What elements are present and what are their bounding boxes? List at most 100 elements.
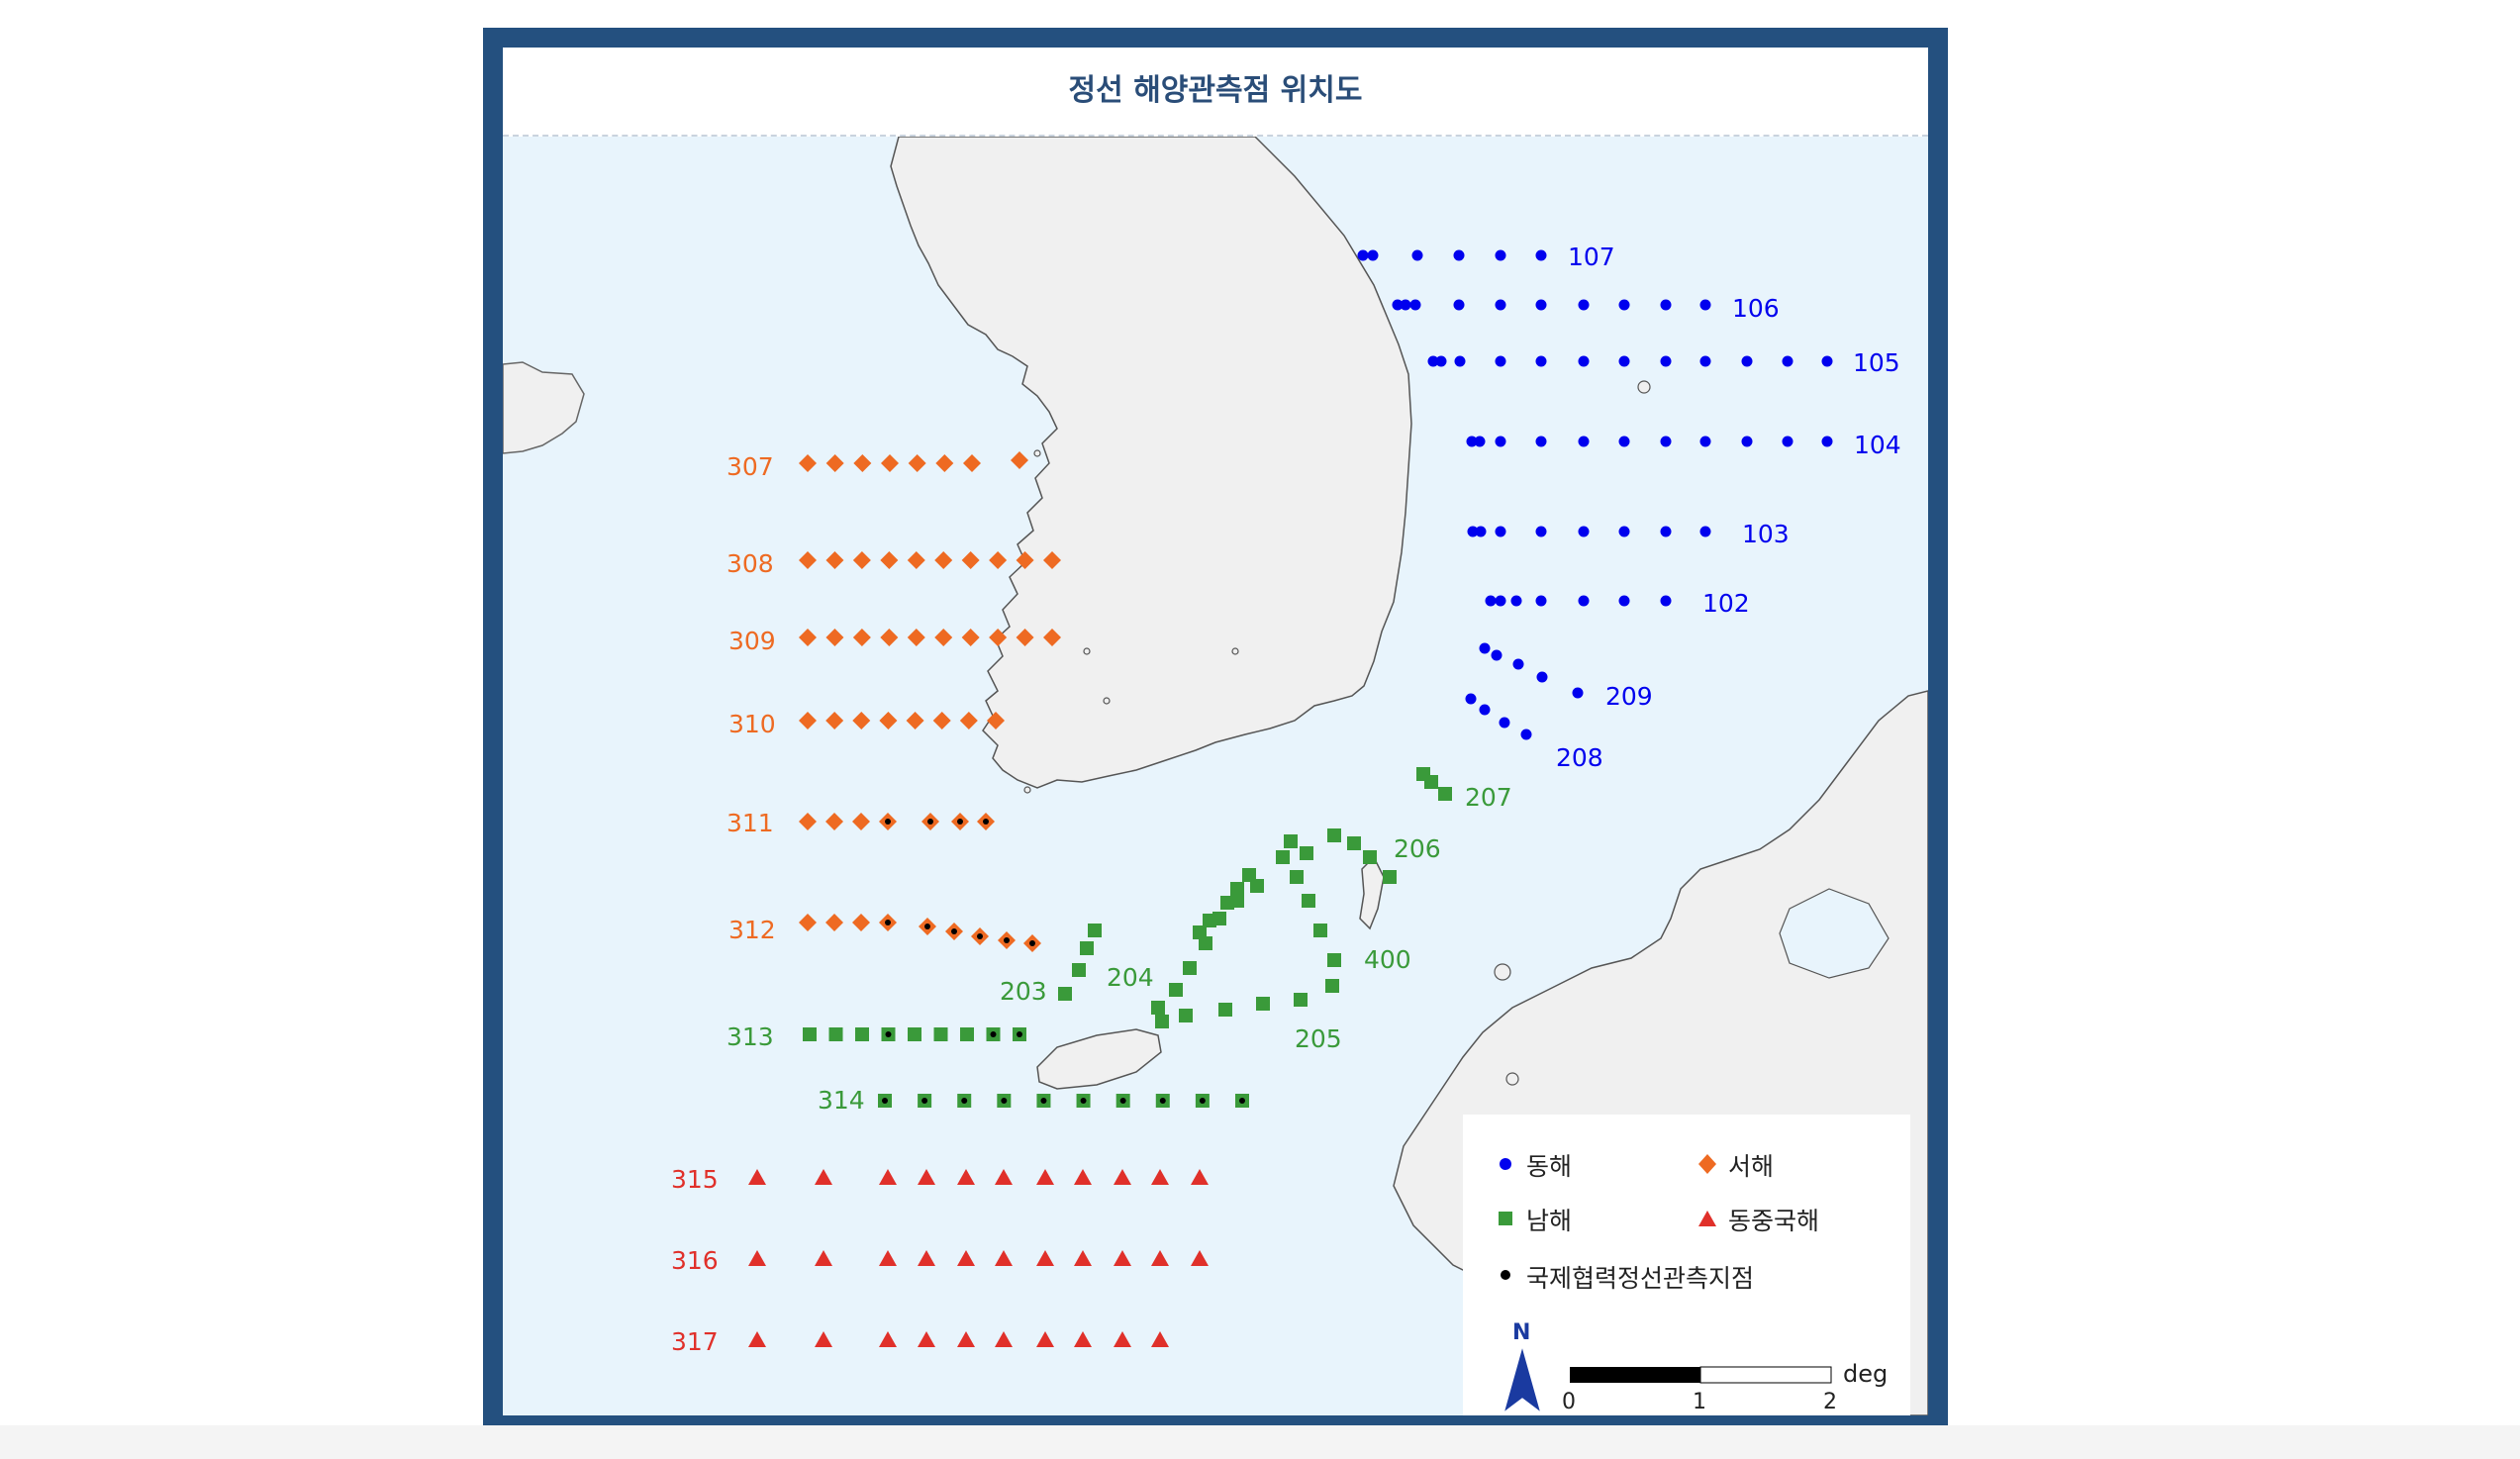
station-106-9[interactable]	[1660, 299, 1672, 311]
station-209-1[interactable]	[1479, 642, 1491, 654]
station-316-7[interactable]	[1036, 1250, 1054, 1266]
station-105-10[interactable]	[1741, 355, 1753, 367]
station-106-7[interactable]	[1578, 299, 1590, 311]
station-209-4[interactable]	[1536, 671, 1548, 683]
station-105-12[interactable]	[1821, 355, 1833, 367]
station-107-1[interactable]	[1357, 249, 1369, 261]
station-315-9[interactable]	[1114, 1169, 1131, 1185]
station-312-3[interactable]	[852, 914, 870, 931]
station-204-11[interactable]	[1256, 997, 1270, 1011]
station-207-2[interactable]	[1424, 775, 1438, 789]
station-102-6[interactable]	[1618, 595, 1630, 607]
station-204-9[interactable]	[1179, 1009, 1193, 1022]
station-207-3[interactable]	[1438, 787, 1452, 801]
station-313-7[interactable]	[960, 1027, 974, 1041]
station-206-4[interactable]	[1347, 836, 1361, 850]
station-308-8[interactable]	[989, 551, 1008, 569]
station-204-10[interactable]	[1218, 1003, 1232, 1017]
station-105-8[interactable]	[1660, 355, 1672, 367]
station-103-5[interactable]	[1578, 526, 1590, 537]
station-310-3[interactable]	[852, 712, 871, 730]
station-206-1[interactable]	[1284, 834, 1298, 848]
station-311-2[interactable]	[825, 813, 843, 830]
station-311-1[interactable]	[799, 813, 817, 830]
station-104-5[interactable]	[1578, 436, 1590, 447]
station-209-3[interactable]	[1512, 658, 1524, 670]
station-206-3[interactable]	[1327, 828, 1341, 842]
station-204-1[interactable]	[1250, 879, 1264, 893]
station-315-3[interactable]	[879, 1169, 897, 1185]
station-204-2[interactable]	[1230, 894, 1244, 908]
station-208-3[interactable]	[1499, 717, 1510, 729]
station-103-1[interactable]	[1467, 526, 1479, 537]
station-308-7[interactable]	[961, 551, 980, 569]
station-206-6[interactable]	[1383, 870, 1397, 884]
station-317-10[interactable]	[1151, 1331, 1169, 1347]
station-317-6[interactable]	[995, 1331, 1013, 1347]
station-104-2[interactable]	[1474, 436, 1486, 447]
station-307-6[interactable]	[935, 454, 954, 472]
station-107-3[interactable]	[1411, 249, 1423, 261]
station-315-7[interactable]	[1036, 1169, 1054, 1185]
station-400-1[interactable]	[1242, 868, 1256, 882]
station-104-9[interactable]	[1741, 436, 1753, 447]
station-209-5[interactable]	[1572, 687, 1584, 699]
station-307-3[interactable]	[853, 454, 872, 472]
station-204-8[interactable]	[1155, 1015, 1169, 1028]
station-103-6[interactable]	[1618, 526, 1630, 537]
station-106-2[interactable]	[1400, 299, 1411, 311]
station-316-10[interactable]	[1151, 1250, 1169, 1266]
station-104-4[interactable]	[1535, 436, 1547, 447]
station-310-6[interactable]	[932, 712, 951, 730]
station-309-9[interactable]	[1016, 629, 1034, 646]
station-106-10[interactable]	[1699, 299, 1711, 311]
station-317-1[interactable]	[748, 1331, 766, 1347]
station-105-7[interactable]	[1618, 355, 1630, 367]
station-106-4[interactable]	[1453, 299, 1465, 311]
station-317-3[interactable]	[879, 1331, 897, 1347]
station-309-1[interactable]	[799, 629, 817, 646]
station-307-8[interactable]	[1011, 451, 1028, 469]
station-104-7[interactable]	[1660, 436, 1672, 447]
station-316-9[interactable]	[1114, 1250, 1131, 1266]
station-309-5[interactable]	[907, 629, 925, 646]
station-317-7[interactable]	[1036, 1331, 1054, 1347]
station-316-5[interactable]	[957, 1250, 975, 1266]
station-107-6[interactable]	[1535, 249, 1547, 261]
map-area[interactable]: 107 106 105 104 103 102 209 208 307 308 309 310 311 3…	[503, 137, 1928, 1415]
station-308-1[interactable]	[799, 551, 817, 569]
station-313-2[interactable]	[828, 1027, 843, 1041]
station-102-7[interactable]	[1660, 595, 1672, 607]
station-102-2[interactable]	[1495, 595, 1506, 607]
station-103-2[interactable]	[1475, 526, 1487, 537]
station-205-5[interactable]	[1327, 953, 1341, 967]
station-105-6[interactable]	[1578, 355, 1590, 367]
station-204-4[interactable]	[1199, 936, 1212, 950]
station-316-2[interactable]	[815, 1250, 832, 1266]
station-107-4[interactable]	[1453, 249, 1465, 261]
station-106-8[interactable]	[1618, 299, 1630, 311]
station-105-2[interactable]	[1435, 355, 1447, 367]
station-310-4[interactable]	[879, 712, 898, 730]
station-310-2[interactable]	[825, 712, 844, 730]
station-316-3[interactable]	[879, 1250, 897, 1266]
station-310-5[interactable]	[906, 712, 924, 730]
station-104-11[interactable]	[1821, 436, 1833, 447]
station-105-5[interactable]	[1535, 355, 1547, 367]
station-317-8[interactable]	[1074, 1331, 1092, 1347]
station-316-1[interactable]	[748, 1250, 766, 1266]
station-102-3[interactable]	[1510, 595, 1522, 607]
station-313-6[interactable]	[933, 1027, 948, 1041]
station-204-3[interactable]	[1212, 912, 1226, 925]
station-105-11[interactable]	[1782, 355, 1793, 367]
station-313-5[interactable]	[908, 1027, 921, 1041]
station-308-6[interactable]	[934, 551, 953, 569]
station-315-5[interactable]	[957, 1169, 975, 1185]
station-208-4[interactable]	[1520, 729, 1532, 740]
station-203-3[interactable]	[1072, 963, 1086, 977]
station-105-9[interactable]	[1699, 355, 1711, 367]
station-315-2[interactable]	[815, 1169, 832, 1185]
station-312-1[interactable]	[799, 914, 817, 931]
station-315-1[interactable]	[748, 1169, 766, 1185]
station-316-11[interactable]	[1191, 1250, 1209, 1266]
